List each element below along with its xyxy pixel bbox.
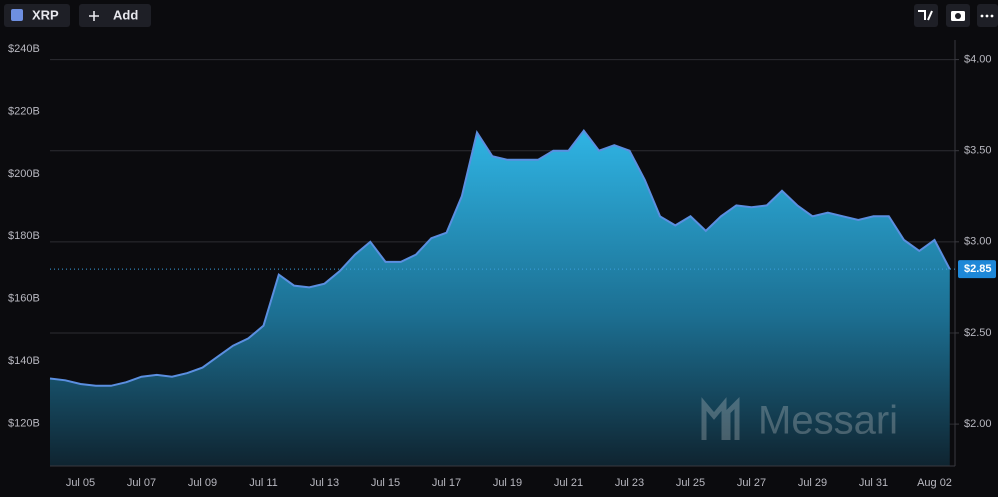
more-button[interactable] — [977, 4, 998, 27]
y-tick-label: $180B — [8, 230, 40, 242]
x-tick-label: Jul 05 — [66, 477, 95, 489]
x-tick-label: Jul 09 — [188, 477, 217, 489]
x-tick-label: Jul 17 — [432, 477, 461, 489]
plot — [49, 59, 955, 466]
y-tick-label: $140B — [8, 355, 40, 367]
add-button[interactable]: Add — [79, 4, 151, 27]
y-tick-label: $200B — [8, 168, 40, 180]
x-tick-label: Jul 21 — [554, 477, 583, 489]
x-tick-label: Jul 13 — [310, 477, 339, 489]
price-tag-label: $2.85 — [964, 263, 992, 275]
x-tick-label: Jul 11 — [249, 477, 278, 489]
tradingview-button[interactable] — [914, 4, 938, 27]
add-label: Add — [113, 7, 138, 22]
price-tag-box — [958, 260, 996, 279]
x-tick-label: Jul 19 — [493, 477, 522, 489]
x-tick-label: Jul 15 — [371, 477, 400, 489]
y2-tick-label: $2.00 — [964, 418, 992, 430]
x-tick-label: Jul 31 — [859, 477, 888, 489]
y-tick-label: $160B — [8, 293, 40, 305]
y2-tick-label: $2.50 — [964, 327, 992, 339]
x-tick-label: Jul 25 — [676, 477, 705, 489]
y-tick-label: $120B — [8, 417, 40, 429]
price-line — [49, 129, 951, 387]
y2-tick-label: $3.00 — [964, 236, 992, 248]
x-tick-label: Aug 02 — [917, 477, 952, 489]
x-tick-label: Jul 29 — [798, 477, 827, 489]
x-tick-label: Jul 07 — [127, 477, 156, 489]
legend-label: XRP — [32, 7, 59, 22]
watermark: Messari — [701, 396, 898, 443]
y-tick-label: $220B — [8, 105, 40, 117]
x-tick-label: Jul 27 — [737, 477, 766, 489]
watermark-text: Messari — [758, 399, 898, 443]
y-tick-label: $240B — [8, 43, 40, 55]
x-tick-label: Jul 23 — [615, 477, 644, 489]
y2-tick-label: $4.00 — [964, 53, 992, 65]
asset-button[interactable]: XRP — [4, 4, 70, 27]
screenshot-button[interactable] — [946, 4, 970, 27]
y2-tick-label: $3.50 — [964, 145, 992, 157]
